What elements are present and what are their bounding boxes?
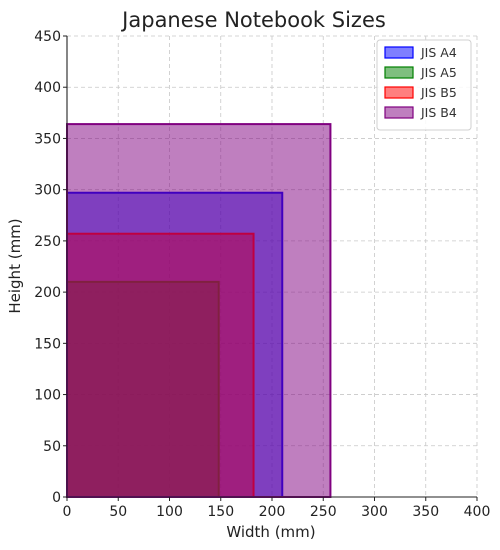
y-tick-label: 450 bbox=[34, 29, 61, 45]
x-tick-label: 0 bbox=[63, 504, 72, 520]
rect-jis-b4 bbox=[66, 123, 332, 498]
legend-swatch bbox=[384, 46, 414, 59]
legend-label: JIS A5 bbox=[420, 65, 457, 80]
y-tick-label: 200 bbox=[34, 285, 61, 301]
x-tick-label: 50 bbox=[109, 504, 127, 520]
legend-label: JIS B4 bbox=[420, 105, 457, 120]
legend-label: JIS B5 bbox=[420, 85, 457, 100]
y-tick-label: 150 bbox=[34, 336, 61, 352]
legend-label: JIS A4 bbox=[420, 45, 457, 60]
legend-swatch bbox=[384, 86, 414, 99]
chart-title: Japanese Notebook Sizes bbox=[120, 8, 386, 32]
tick-labels: 0 50 100 150 200 250 300 350 400 0 50 100 150 200 250 3… bbox=[34, 29, 490, 520]
axes bbox=[63, 35, 478, 501]
y-tick-label: 100 bbox=[34, 388, 61, 404]
y-tick-label: 50 bbox=[43, 439, 61, 455]
x-tick-label: 150 bbox=[207, 504, 234, 520]
data-rectangles bbox=[66, 123, 332, 499]
y-axis-label: Height (mm) bbox=[6, 218, 24, 313]
x-axis-label: Width (mm) bbox=[226, 523, 315, 541]
legend-swatch bbox=[384, 66, 414, 79]
y-tick-label: 400 bbox=[34, 80, 61, 96]
x-tick-label: 100 bbox=[156, 504, 183, 520]
x-tick-label: 400 bbox=[464, 504, 491, 520]
x-tick-label: 200 bbox=[259, 504, 286, 520]
legend-swatch bbox=[384, 106, 414, 119]
y-tick-label: 350 bbox=[34, 131, 61, 147]
x-tick-label: 250 bbox=[310, 504, 337, 520]
y-tick-label: 250 bbox=[34, 234, 61, 250]
y-tick-label: 300 bbox=[34, 183, 61, 199]
x-tick-label: 300 bbox=[361, 504, 388, 520]
y-tick-label: 0 bbox=[52, 490, 61, 506]
legend: JIS A4 JIS A5 JIS B5 JIS B4 bbox=[376, 39, 472, 131]
x-tick-label: 350 bbox=[412, 504, 439, 520]
